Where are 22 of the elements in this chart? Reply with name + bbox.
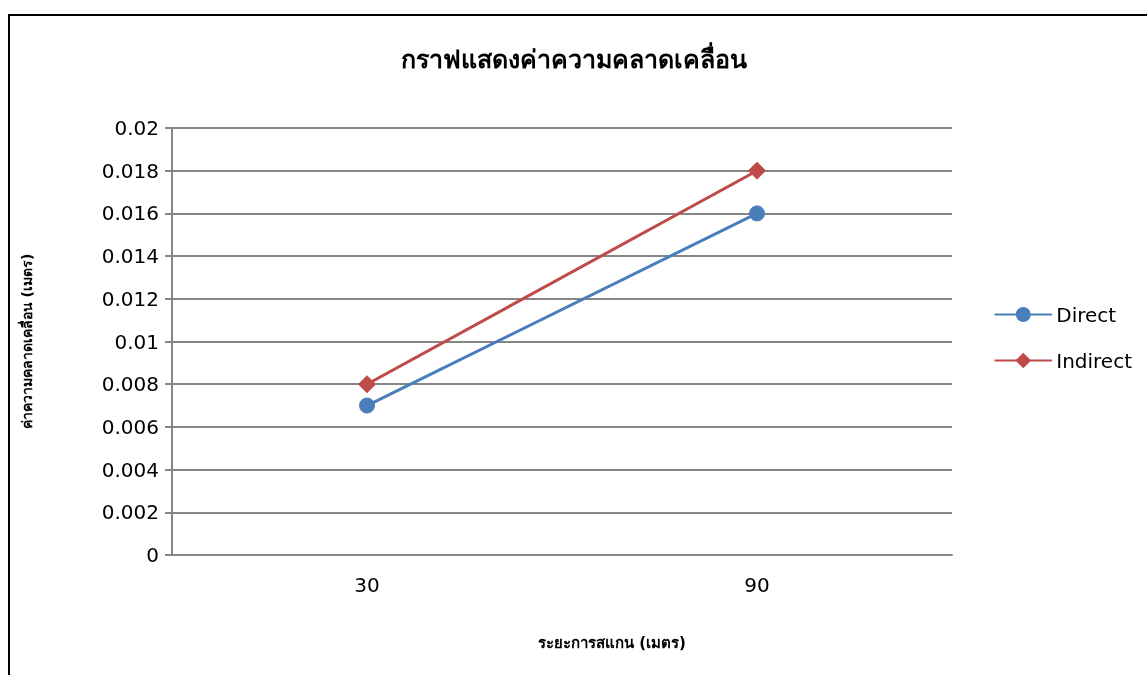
y-tick-label: 0.01 [114, 329, 159, 354]
y-tick-label: 0.018 [101, 158, 159, 183]
point [358, 375, 376, 394]
y-tick-label: 0.014 [101, 244, 159, 269]
y-tick-label: 0.004 [101, 457, 159, 482]
y-tick-label: 0.016 [101, 201, 159, 226]
y-tick-label: 0.012 [101, 286, 159, 311]
y-tick-label: 0.008 [101, 372, 159, 397]
point [748, 161, 766, 180]
x-axis-title: ระยะการสแกน (เมตร) [538, 633, 686, 652]
y-tick-label: 0.006 [101, 414, 159, 439]
point [359, 397, 375, 414]
legend-label: Indirect [1056, 348, 1133, 373]
x-tick-label: 90 [744, 573, 770, 597]
y-tick-label: 0 [146, 543, 159, 567]
point [749, 205, 765, 222]
x-tick-label: 30 [354, 573, 380, 597]
y-axis-title: ค่าความคลาดเคลื่อน (เมตร) [17, 253, 35, 430]
y-tick-label: 0.002 [101, 500, 159, 525]
chart-title: กราฟแสดงค่าความคลาดเคลื่อน [400, 42, 747, 74]
y-tick-label: 0.02 [114, 116, 159, 140]
legend-label: Direct [1056, 302, 1117, 327]
